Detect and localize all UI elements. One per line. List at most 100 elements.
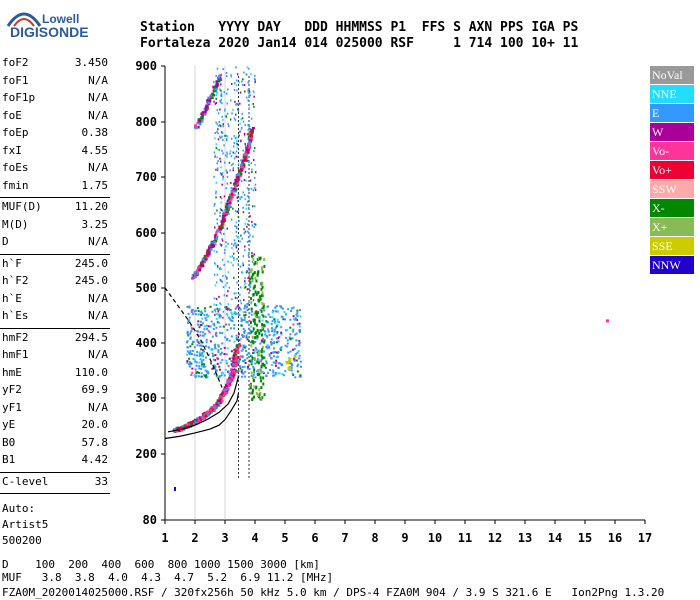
echo-point: [220, 89, 222, 92]
multihop-trace-point: [191, 277, 194, 280]
param-name: foE: [2, 108, 22, 122]
high-trace-point: [200, 112, 203, 115]
echo-point: [245, 320, 248, 323]
x-tick-label: 15: [578, 531, 592, 545]
echo-point: [239, 130, 241, 133]
multihop-trace-point: [247, 146, 251, 149]
echo-point: [219, 195, 222, 198]
echo-point: [239, 265, 242, 268]
high-trace-point: [196, 121, 199, 125]
echo-point: [222, 68, 224, 71]
x-trace-point: [261, 396, 264, 400]
param-row-hf: h`F 245.0: [2, 257, 108, 273]
o-trace-point: [228, 372, 232, 376]
echo-point: [206, 315, 209, 318]
echo-point: [225, 323, 228, 326]
echo-point: [246, 353, 249, 356]
echo-point: [296, 370, 299, 373]
echo-point: [267, 305, 270, 308]
echo-point: [291, 329, 294, 332]
high-trace-point: [205, 104, 208, 107]
echo-point: [248, 91, 251, 94]
echo-point: [219, 361, 222, 364]
x-trace-point: [251, 388, 254, 392]
echo-point: [269, 341, 272, 344]
echo-point: [230, 218, 233, 221]
echo-point: [272, 355, 275, 358]
sse-point: [293, 355, 297, 359]
echo-point: [276, 318, 279, 321]
echo-point: [224, 134, 226, 137]
echo-point: [204, 307, 207, 310]
echo-point: [294, 333, 297, 336]
echo-point: [216, 109, 219, 112]
echo-point: [235, 84, 238, 87]
echo-point: [186, 333, 189, 336]
echo-point: [196, 351, 199, 354]
echo-point: [214, 132, 216, 135]
echo-point: [207, 353, 210, 356]
echo-point: [221, 342, 224, 345]
param-value: N/A: [88, 73, 108, 87]
echo-point: [240, 317, 243, 320]
echo-point: [254, 362, 257, 365]
echo-point: [240, 349, 243, 352]
legend-e: E: [650, 104, 694, 122]
echo-point: [214, 154, 217, 157]
param-row-foe: foE N/A: [2, 109, 108, 125]
multihop-trace-point: [208, 244, 212, 247]
echo-point: [235, 334, 238, 337]
x-trace-point: [259, 297, 262, 301]
o-trace-point: [221, 391, 225, 394]
echo-point: [252, 366, 255, 369]
x-trace-point: [250, 344, 253, 348]
echo-point: [223, 263, 225, 266]
echo-point: [246, 200, 249, 203]
echo-point: [234, 113, 237, 116]
o-trace-point: [203, 411, 206, 415]
o-trace-point: [215, 402, 218, 405]
multihop-trace-point: [207, 247, 211, 251]
multihop-trace-point: [240, 163, 243, 167]
echo-point: [242, 344, 245, 347]
echo-point: [226, 151, 228, 154]
echo-point: [271, 311, 274, 314]
multihop-trace-point: [232, 193, 235, 196]
echo-point: [226, 75, 228, 78]
multihop-trace-point: [233, 183, 237, 187]
x-trace-point: [260, 287, 263, 291]
echo-point: [187, 319, 190, 322]
x-trace-point: [254, 336, 257, 340]
echo-point: [248, 300, 250, 303]
echo-point: [244, 245, 246, 248]
echo-point: [218, 376, 221, 379]
high-trace-point: [194, 124, 197, 128]
echo-point: [270, 322, 273, 325]
multihop-trace-point: [234, 184, 237, 188]
echo-point: [239, 365, 242, 368]
echo-point: [267, 345, 270, 348]
echo-point: [260, 360, 263, 363]
echo-point: [244, 198, 247, 201]
echo-point: [215, 318, 218, 321]
echo-point: [222, 310, 225, 313]
echo-point: [216, 356, 219, 359]
echo-point: [226, 329, 229, 332]
legend-noval: NoVal: [650, 66, 694, 84]
echo-point: [190, 373, 193, 376]
echo-point: [219, 347, 222, 350]
echo-point: [245, 271, 248, 274]
o-trace-point: [232, 363, 235, 366]
echo-point: [269, 316, 272, 319]
multihop-trace-point: [223, 218, 226, 221]
multihop-trace-point: [215, 237, 218, 240]
echo-point: [268, 346, 271, 349]
echo-point: [254, 171, 257, 174]
x-trace-point: [249, 391, 252, 395]
echo-point: [284, 370, 287, 373]
x-trace-point: [258, 353, 261, 357]
echo-point: [236, 210, 239, 213]
echo-point: [244, 143, 246, 146]
echo-point: [215, 143, 218, 146]
echo-point: [250, 374, 253, 377]
